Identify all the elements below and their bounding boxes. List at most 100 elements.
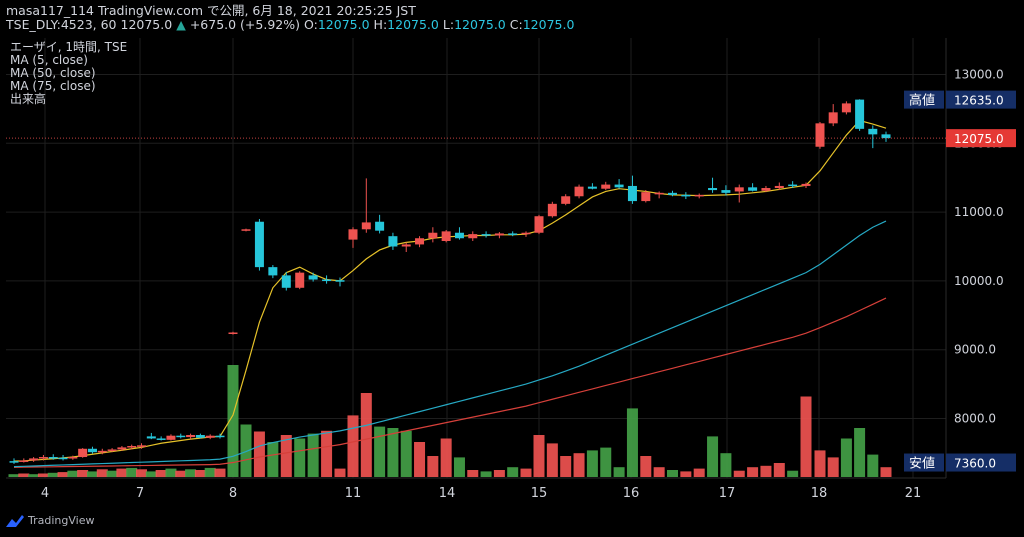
candle-body	[186, 435, 196, 438]
volume-bar	[214, 468, 226, 477]
volume-bar	[374, 426, 386, 477]
y-tick-label: 13000.0	[954, 68, 1004, 82]
legend: エーザイ, 1時間, TSE MA (5, close) MA (50, clo…	[10, 40, 127, 106]
price-marker: 安値 7360.0	[904, 453, 1016, 472]
marker-value-box	[946, 453, 1016, 472]
volume-bar	[414, 442, 426, 477]
volume-bar	[586, 450, 598, 477]
ma75-line	[13, 297, 887, 468]
volume-bar	[747, 467, 759, 477]
candle-body	[176, 435, 186, 438]
volume-bar	[533, 435, 545, 477]
volume-bar	[204, 467, 216, 477]
candle-body	[78, 448, 88, 458]
candle-body	[195, 435, 205, 438]
publish-info: masa117_114 TradingView.com で公開, 6月 18, …	[6, 3, 416, 18]
candle-body	[881, 134, 891, 139]
y-tick-label: 10000.0	[954, 274, 1004, 288]
price-marker: 高値 12635.0	[904, 90, 1016, 109]
candle-body	[748, 187, 758, 191]
candles	[9, 99, 891, 464]
legend-title: エーザイ, 1時間, TSE	[10, 40, 127, 54]
volume-bar	[96, 469, 108, 477]
candle-body	[855, 99, 865, 129]
candle-body	[587, 186, 597, 189]
x-tick-label: 11	[345, 486, 362, 501]
candle-body	[521, 232, 531, 235]
candle-body	[828, 112, 838, 124]
candle-body	[708, 188, 718, 191]
candle-body	[815, 123, 825, 147]
x-tick-label: 15	[531, 486, 548, 501]
y-tick-label: 9000.0	[954, 343, 996, 357]
volume-bar	[507, 467, 519, 477]
ma50-line	[13, 220, 887, 468]
volume-bar	[227, 365, 239, 477]
close-label: C:	[509, 17, 523, 32]
candle-body	[228, 332, 238, 334]
candle-body	[574, 186, 584, 197]
volume-bar	[600, 447, 612, 477]
candle-body	[107, 449, 117, 451]
candle-body	[415, 238, 425, 245]
x-tick-label: 8	[229, 486, 237, 501]
x-tick-label: 18	[811, 486, 828, 501]
close-value: 12075.0	[522, 17, 575, 32]
candle-body	[468, 234, 478, 239]
volume-bar	[613, 467, 625, 477]
candle-body	[295, 272, 305, 288]
candle-body	[388, 236, 398, 247]
volume-bar	[47, 472, 59, 477]
candle-body	[68, 457, 78, 459]
candle-body	[38, 457, 48, 459]
legend-volume: 出来高	[10, 91, 46, 106]
volume-bar	[360, 393, 372, 477]
volume-bar	[321, 430, 333, 477]
symbol: TSE_DLY:4523, 60	[6, 17, 117, 32]
time-axis[interactable]: 4 7 8 11 14 15 16 17 18 21	[41, 486, 921, 501]
volume-bar	[693, 468, 705, 477]
moving-averages	[13, 119, 887, 468]
tradingview-logo-icon	[6, 514, 24, 527]
volume-bar	[667, 470, 678, 477]
candle-body	[694, 194, 704, 197]
volume-bar	[640, 456, 652, 477]
marker-label-text: 高値	[909, 93, 935, 109]
candle-body	[254, 221, 264, 268]
volume-bar	[294, 438, 306, 477]
candle-body	[19, 460, 29, 462]
candle-body	[205, 435, 215, 438]
candle-body	[561, 196, 571, 204]
high-value: 12075.0	[387, 17, 439, 32]
candle-body	[48, 457, 58, 459]
candle-body	[681, 194, 691, 197]
volume-bar	[347, 415, 359, 477]
volume-bar	[155, 470, 167, 477]
volume-bar	[493, 470, 505, 477]
price-axis[interactable]: 13000.012000.011000.010000.09000.08000.0…	[904, 68, 1016, 472]
candle-body	[146, 436, 156, 439]
candle-body	[441, 231, 451, 241]
volume-bar	[626, 408, 638, 477]
tradingview-watermark[interactable]: TradingView	[6, 514, 94, 527]
volume-bar	[573, 453, 585, 477]
candle-body	[166, 435, 176, 440]
volume-bar	[86, 471, 98, 477]
candle-body	[97, 450, 107, 453]
open-value: 12075.0	[317, 17, 370, 32]
volume-bar	[267, 442, 279, 477]
volume-bar	[840, 438, 852, 477]
candle-body	[87, 448, 97, 453]
x-tick-label: 16	[623, 486, 640, 501]
volume-bar	[760, 465, 772, 477]
x-tick-label: 21	[905, 486, 922, 501]
candle-body	[668, 192, 677, 195]
last-price: 12075.0	[120, 17, 173, 32]
volume-bar	[28, 474, 40, 477]
volume-bar	[126, 467, 138, 477]
volume-bar	[427, 456, 439, 477]
volume-bar	[546, 443, 558, 477]
candle-body	[29, 458, 39, 461]
